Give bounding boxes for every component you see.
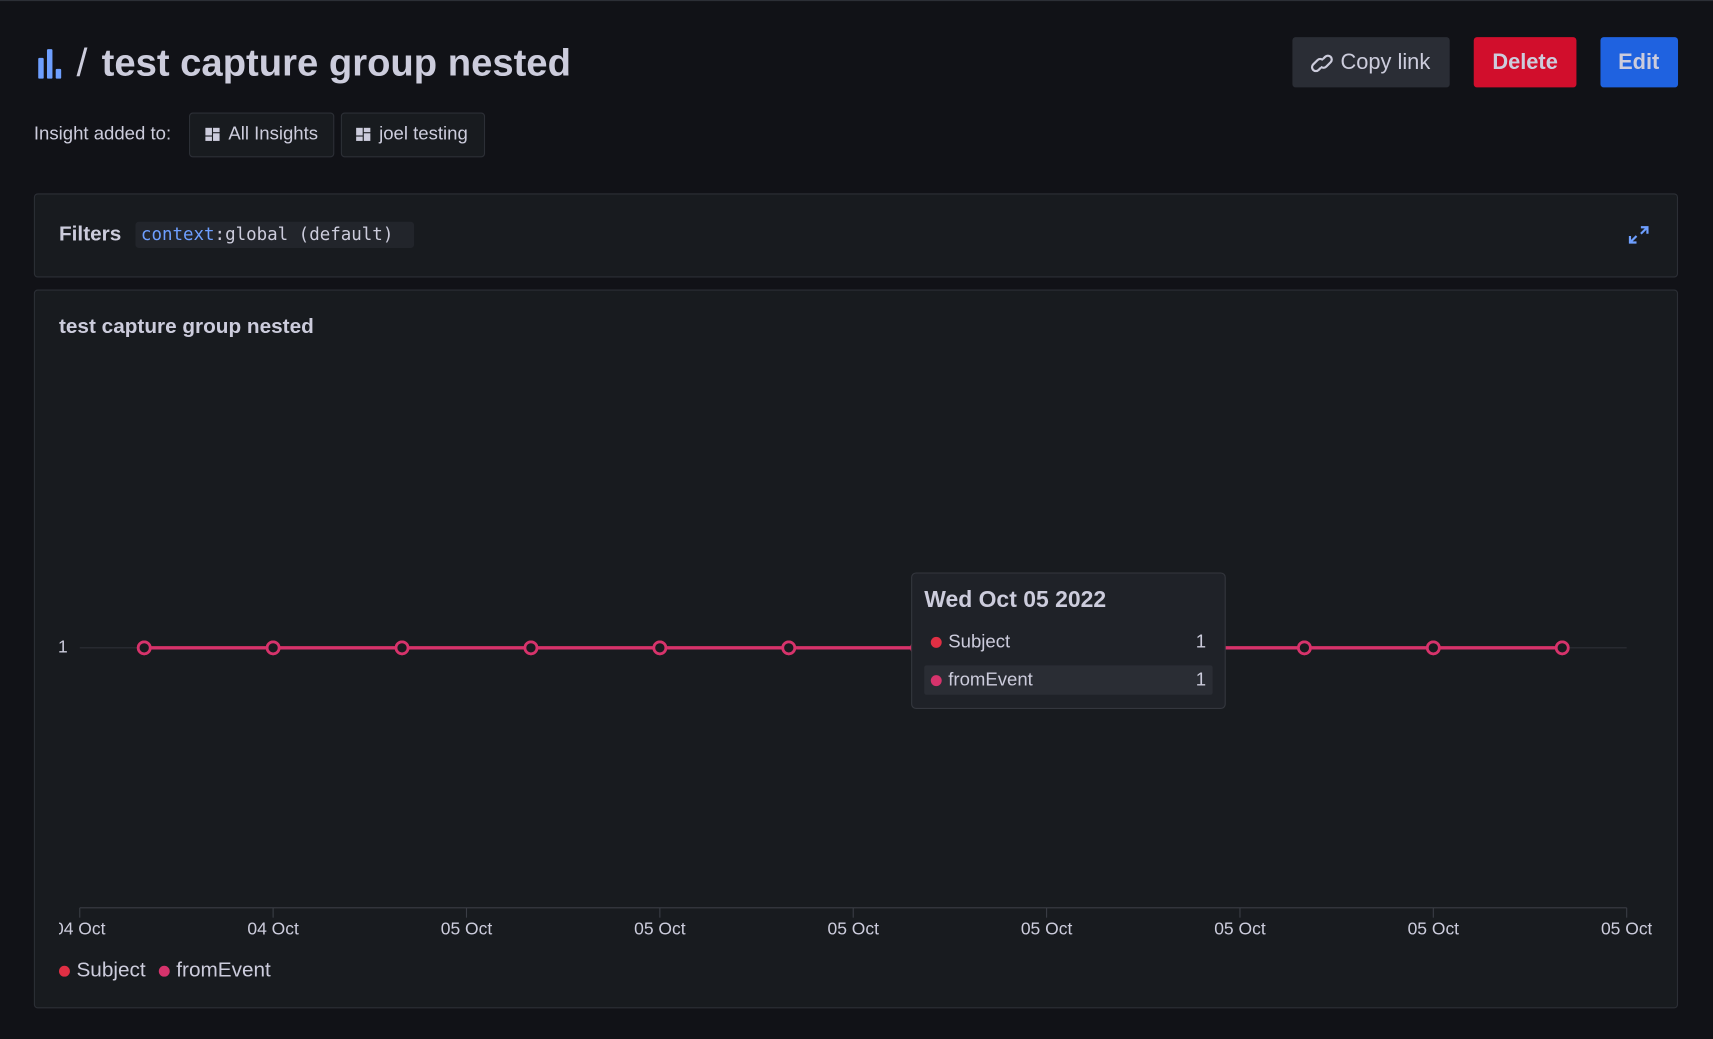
x-tick-label: 05 Oct [634,918,686,938]
x-tick-label: 05 Oct [1214,918,1266,938]
tooltip-swatch [930,636,942,648]
dashboard-tag[interactable] [340,112,486,158]
data-point [652,640,668,656]
x-tick-label: 04 Oct [247,918,299,938]
delete-button[interactable] [1473,37,1577,88]
filter-key: context [141,225,215,245]
legend: Subject fromEvent [58,959,271,982]
filter-chip[interactable] [135,221,415,248]
added-to-label: Insight added to: [34,122,171,143]
chart-title: test capture group nested [59,315,314,338]
edit-label[interactable]: Edit [1618,49,1659,74]
filters-label: Filters [59,222,121,245]
x-tick-label: 05 Oct [1601,918,1653,938]
link-icon [1310,54,1333,73]
delete-label[interactable]: Delete [1492,49,1558,74]
tooltip-row-highlight [924,665,1213,695]
tooltip-value: 1 [1196,630,1206,651]
insight-icon [38,49,62,79]
copy-link-label[interactable]: Copy link [1340,49,1430,74]
tooltip: Wed Oct 05 2022 Subject 1 fromEvent 1 [911,572,1226,710]
data-point [1554,640,1570,656]
edit-button[interactable] [1600,37,1679,88]
dashboard-icon [205,127,220,141]
tooltip-series-name: Subject [948,630,1011,651]
x-tick-label: 05 Oct [441,918,493,938]
data-point [1297,640,1312,656]
x-tick-labels: 04 Oct 04 Oct 05 Oct 05 Oct 05 Oct 05 Oct 05 O… [54,918,1653,938]
data-point [781,640,797,656]
tooltip-swatch [930,675,942,687]
legend-label: Subject [76,959,145,982]
filter-value: :global (default) [215,225,394,245]
filters-panel [33,193,1679,278]
expand-icon[interactable] [1628,226,1649,244]
data-point [394,640,410,656]
filter-chip-text[interactable]: context:global (default) [141,225,393,245]
y-tick-label: 1 [58,636,68,656]
tooltip-value: 1 [1196,669,1206,690]
legend-swatch [158,965,170,977]
legend-label: fromEvent [176,959,271,982]
tooltip-title: Wed Oct 05 2022 [924,586,1106,612]
x-tick-label: 04 Oct [54,918,106,938]
dashboard-tag-label[interactable]: All Insights [228,122,318,143]
breadcrumb-separator: / [76,41,87,85]
dashboard-icon [356,127,371,141]
tooltip-series-name: fromEvent [948,669,1033,690]
dashboard-tag[interactable] [188,112,335,158]
data-point [1425,640,1441,656]
page-title: test capture group nested [102,42,571,85]
legend-swatch [58,965,70,977]
dashboard-tag-label[interactable]: joel testing [378,122,468,143]
data-point [136,640,152,656]
x-tick-label: 05 Oct [1021,918,1073,938]
copy-link-button[interactable] [1292,37,1450,88]
x-tick-label: 05 Oct [827,918,879,938]
data-point [523,640,539,656]
x-tick-label: 05 Oct [1408,918,1460,938]
data-point [265,640,281,656]
